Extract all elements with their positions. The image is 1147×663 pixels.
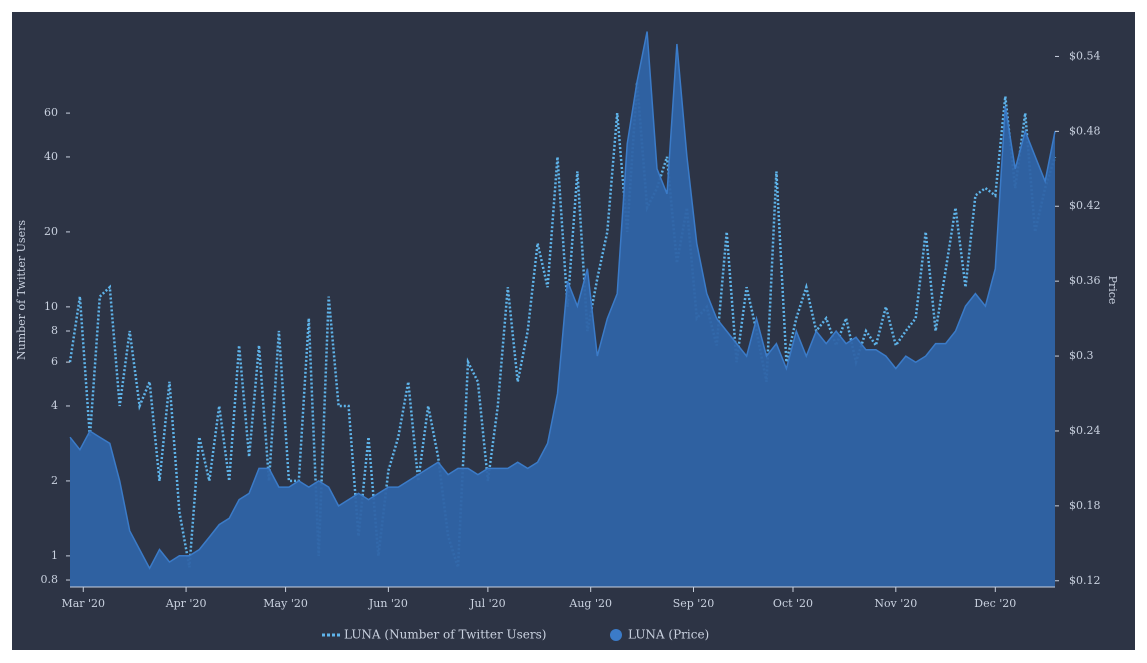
y-tick-label: 8 — [51, 324, 58, 337]
y2-tick-label: $0.24 — [1069, 424, 1101, 437]
y2-tick-label: $0.42 — [1069, 199, 1101, 212]
x-tick-label: Nov '20 — [874, 597, 917, 610]
y2-tick-label: $0.48 — [1069, 124, 1101, 137]
y-tick-label: 40 — [44, 150, 58, 163]
y-tick-label: 60 — [44, 106, 58, 119]
y-tick-label: 20 — [44, 225, 58, 238]
y-tick-label: 0.8 — [41, 573, 59, 586]
y-tick-label: 10 — [44, 300, 58, 313]
y-tick-label: 4 — [51, 399, 58, 412]
legend-swatch — [610, 629, 622, 641]
y2-tick-label: $0.3 — [1069, 349, 1094, 362]
y2-axis-label: Price — [1106, 276, 1119, 305]
x-tick-label: Dec '20 — [974, 597, 1016, 610]
x-tick-label: Sep '20 — [673, 597, 715, 610]
x-tick-label: Mar '20 — [61, 597, 105, 610]
x-tick-label: May '20 — [263, 597, 308, 610]
price-line — [69, 31, 1056, 570]
y2-tick-label: $0.18 — [1069, 499, 1101, 512]
x-tick-label: Aug '20 — [568, 597, 612, 610]
x-tick-label: Apr '20 — [165, 597, 207, 610]
y-tick-label: 6 — [51, 355, 58, 368]
x-tick-label: Oct '20 — [773, 597, 813, 610]
y-axis-label: Number of Twitter Users — [15, 220, 28, 360]
y-tick-label: 2 — [51, 474, 58, 487]
x-tick-label: Jul '20 — [469, 597, 506, 610]
y2-tick-label: $0.12 — [1069, 574, 1101, 587]
legend-label: LUNA (Price) — [628, 628, 709, 642]
legend-label: LUNA (Number of Twitter Users) — [344, 628, 546, 642]
price-area — [70, 31, 1055, 587]
x-tick-label: Jun '20 — [368, 597, 408, 610]
y-tick-label: 1 — [51, 549, 58, 562]
y2-tick-label: $0.36 — [1069, 274, 1101, 287]
y2-tick-label: $0.54 — [1069, 49, 1101, 62]
